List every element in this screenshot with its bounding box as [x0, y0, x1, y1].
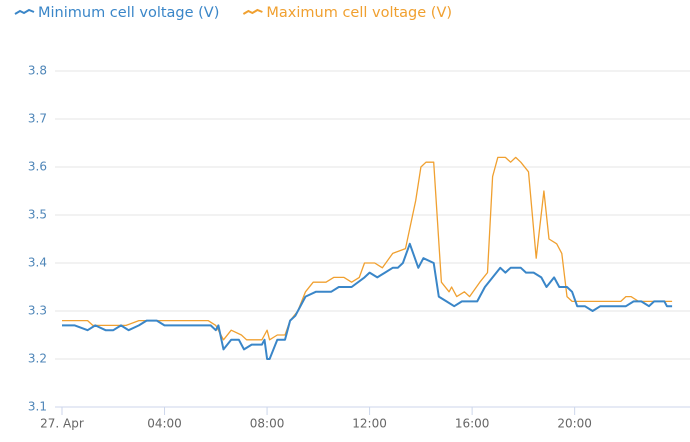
x-tick-label: 27. Apr — [40, 417, 84, 431]
legend-label: Minimum cell voltage (V) — [38, 5, 219, 21]
x-tick-label: 08:00 — [250, 417, 285, 431]
y-tick-label: 3.3 — [28, 304, 47, 318]
series-line — [62, 242, 673, 360]
legend-icon — [14, 8, 35, 15]
legend-item: Minimum cell voltage (V) — [14, 5, 219, 21]
y-tick-label: 3.1 — [28, 400, 47, 414]
y-tick-label: 3.8 — [28, 64, 47, 78]
y-tick-label: 3.6 — [28, 160, 47, 174]
y-tick-label: 3.7 — [28, 112, 47, 126]
legend-item: Maximum cell voltage (V) — [242, 5, 452, 21]
legend: Minimum cell voltage (V) Maximum cell vol… — [14, 5, 452, 21]
y-tick-label: 3.4 — [28, 256, 47, 270]
x-tick-label: 16:00 — [455, 417, 490, 431]
x-tick-label: 12:00 — [352, 417, 387, 431]
x-tick-label: 04:00 — [147, 417, 182, 431]
series-line — [62, 156, 673, 341]
x-tick-label: 20:00 — [557, 417, 592, 431]
y-tick-label: 3.2 — [28, 352, 47, 366]
legend-label: Maximum cell voltage (V) — [266, 5, 452, 21]
y-tick-label: 3.5 — [28, 208, 47, 222]
legend-icon — [242, 8, 263, 15]
